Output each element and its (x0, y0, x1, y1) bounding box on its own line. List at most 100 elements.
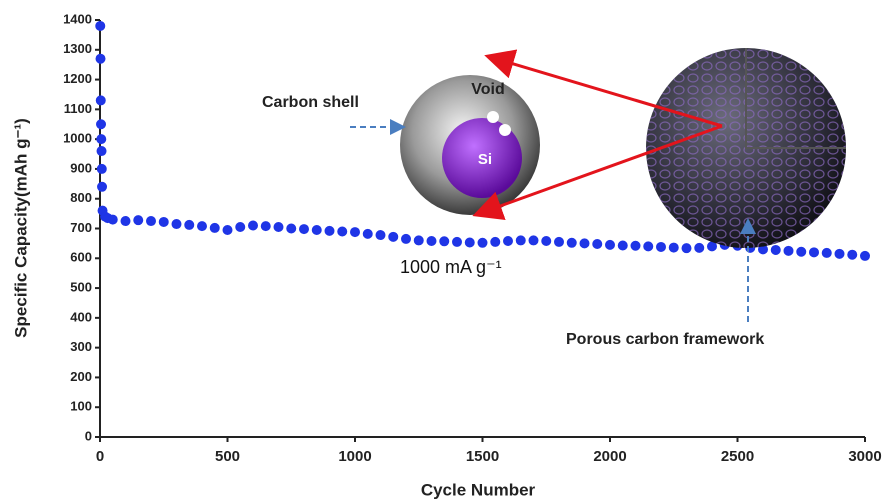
data-point (96, 134, 107, 145)
data-point (375, 230, 386, 241)
data-point (299, 224, 309, 235)
y-axis-label: Specific Capacity(mAh g⁻¹) (11, 118, 30, 338)
data-point (656, 241, 666, 252)
data-point (350, 227, 360, 238)
y-tick-label: 1100 (64, 101, 92, 116)
data-point (452, 236, 462, 247)
data-point (643, 241, 654, 252)
data-point (413, 235, 424, 246)
data-point (783, 245, 794, 256)
data-point (809, 247, 819, 258)
plot-area: 0 100 200 300 400 500 600 700 800 900 1000 1100 1200… (63, 11, 882, 465)
data-point (95, 53, 106, 64)
y-tick-label: 300 (70, 339, 92, 354)
y-tick-label: 1000 (63, 131, 92, 146)
x-tick-label: 1000 (338, 448, 371, 465)
data-point (770, 244, 781, 255)
data-point (707, 241, 717, 252)
data-point (668, 242, 679, 253)
data-point (464, 237, 475, 248)
data-point (592, 238, 603, 249)
data-point (860, 250, 870, 261)
data-point (97, 181, 108, 192)
data-point (681, 243, 692, 254)
data-point (273, 222, 284, 233)
x-tick-label: 500 (215, 448, 240, 465)
si-label: Si (478, 151, 492, 168)
x-tick-label: 1500 (466, 448, 499, 465)
data-point (528, 235, 539, 246)
data-point (107, 214, 118, 225)
data-point (96, 163, 107, 174)
data-point (630, 240, 641, 251)
data-point (95, 20, 106, 31)
x-axis-label: Cycle Number (421, 480, 536, 499)
y-tick-label: 800 (70, 190, 92, 205)
data-point (439, 236, 450, 247)
rate-label: 1000 mA g⁻¹ (400, 257, 502, 277)
data-point (426, 236, 437, 247)
y-tick-label: 700 (70, 220, 92, 235)
si-core (442, 118, 522, 198)
data-point (847, 249, 858, 260)
zoom-arrow (472, 124, 723, 220)
y-tick-label: 500 (70, 280, 92, 295)
data-point (209, 222, 220, 233)
data-point (286, 223, 297, 234)
data-point (235, 222, 246, 233)
data-point (120, 216, 131, 227)
data-point (260, 221, 271, 232)
data-point (477, 237, 488, 248)
data-point (222, 224, 233, 235)
data-point (605, 239, 615, 250)
data-point (388, 231, 399, 242)
shell-label: Carbon shell (262, 94, 359, 111)
data-point (96, 119, 107, 130)
data-point (834, 248, 845, 259)
pore (499, 124, 511, 136)
data-point (311, 224, 322, 235)
data-point (133, 215, 144, 226)
data-point (490, 236, 501, 247)
data-point (554, 236, 564, 247)
data-point (541, 236, 552, 247)
zoom-arrow (484, 49, 723, 128)
data-point (362, 228, 373, 239)
data-point (821, 247, 832, 258)
data-point (503, 236, 513, 247)
data-point (579, 238, 590, 249)
data-point (158, 216, 169, 227)
y-tick-label: 100 (70, 399, 92, 414)
framework-label: Porous carbon framework (566, 331, 764, 348)
data-point (617, 240, 628, 251)
y-tick-label: 400 (70, 309, 92, 324)
data-point (248, 220, 258, 231)
x-tick-label: 2000 (593, 448, 626, 465)
y-tick-label: 1300 (63, 41, 92, 56)
data-point (337, 226, 348, 237)
data-point (95, 95, 106, 106)
data-point (171, 219, 182, 230)
data-point (96, 146, 107, 157)
y-tick-label: 600 (70, 250, 92, 265)
y-tick-label: 900 (70, 160, 92, 175)
data-point (324, 225, 335, 236)
inset: Void Si Carbon shell Porous carbon frame… (262, 48, 846, 348)
data-point (694, 242, 705, 253)
data-point (515, 235, 526, 246)
data-point (197, 221, 207, 232)
cut-edge (745, 48, 846, 149)
y-tick-label: 0 (85, 428, 92, 443)
y-tick-label: 1400 (63, 11, 92, 26)
x-tick-label: 3000 (848, 448, 881, 465)
y-tick-label: 1200 (63, 71, 92, 86)
data-point (184, 219, 195, 230)
y-tick-label: 200 (70, 369, 92, 384)
data-point (401, 233, 411, 244)
pore (487, 111, 499, 123)
void-label: Void (471, 81, 504, 98)
data-point (796, 246, 807, 257)
x-tick-label: 0 (96, 448, 104, 465)
data-point (566, 237, 577, 248)
